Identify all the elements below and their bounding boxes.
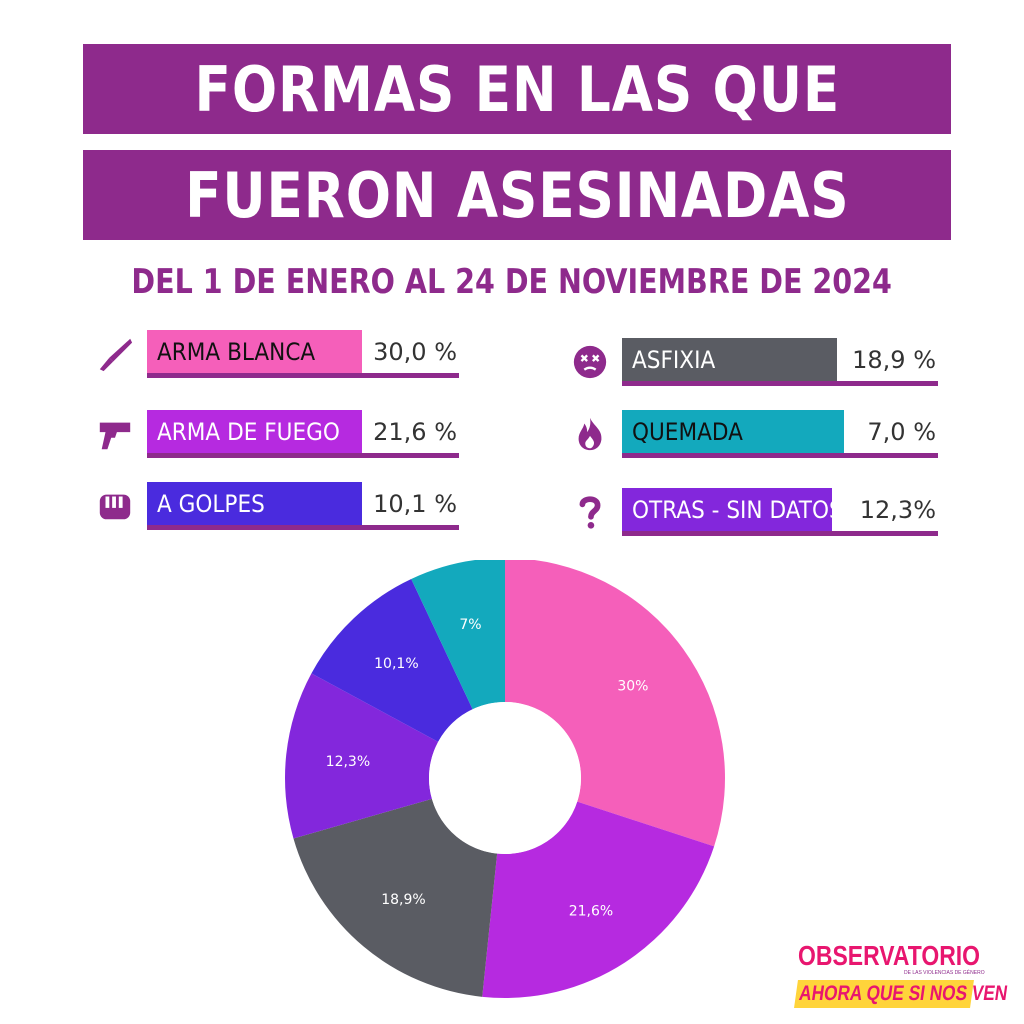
title-line-2: FUERON ASESINADAS — [83, 150, 951, 240]
donut-label-6: 7% — [459, 617, 481, 633]
logo-line-2: AHORA QUE SI NOS VEN — [794, 980, 1009, 1008]
legend-value: 21,6 % — [373, 418, 457, 446]
legend-value: 12,3% — [859, 496, 936, 524]
donut-hole — [429, 702, 581, 854]
donut-slice-2 — [482, 801, 715, 998]
observatorio-logo: OBSERVATORIO DE LAS VIOLENCIAS DE GÉNERO… — [794, 940, 1009, 1010]
donut-label-2: 21,6% — [569, 904, 613, 920]
legend-row-arma-blanca: ARMA BLANCA 30,0 % — [95, 330, 463, 380]
donut-slice-4 — [285, 673, 439, 839]
dizzy-face-icon — [570, 342, 610, 382]
subtitle: DEL 1 DE ENERO AL 24 DE NOVIEMBRE DE 202… — [131, 262, 893, 302]
donut-slice-3 — [293, 798, 498, 997]
legend-label-box: ARMA DE FUEGO — [147, 410, 362, 454]
question-mark-icon — [570, 492, 610, 532]
legend-label-box: QUEMADA — [622, 410, 844, 454]
legend-row-arma-de-fuego: ARMA DE FUEGO 21,6 % — [95, 410, 463, 460]
logo-small-text: DE LAS VIOLENCIAS DE GÉNERO — [904, 970, 985, 976]
legend-label-box: OTRAS - SIN DATOS — [622, 488, 843, 532]
gun-icon — [95, 414, 135, 454]
legend-row-otras-sin-datos: OTRAS - SIN DATOS 12,3% — [570, 488, 940, 538]
legend-underline — [622, 381, 938, 386]
donut-label-1: 30% — [617, 678, 648, 694]
legend-value: 10,1 % — [373, 490, 457, 518]
legend-value: 7,0 % — [867, 418, 936, 446]
legend-underline — [622, 453, 938, 458]
legend-row-quemada: QUEMADA 7,0 % — [570, 410, 940, 460]
donut-label-3: 18,9% — [381, 892, 425, 908]
donut-chart: 30% 21,6% 18,9% 12,3% 10,1% 7% — [285, 560, 725, 998]
title-line-1: FORMAS EN LAS QUE — [83, 44, 951, 134]
donut-label-4: 12,3% — [326, 754, 370, 770]
donut-slice-5 — [311, 578, 473, 742]
donut-label-5: 10,1% — [374, 656, 418, 672]
donut-slice-1 — [505, 560, 725, 847]
knife-icon — [95, 334, 135, 374]
legend-underline — [622, 531, 938, 536]
fire-icon — [570, 414, 610, 454]
legend-underline — [147, 373, 459, 378]
legend-value: 30,0 % — [373, 338, 457, 366]
legend-label-box: A GOLPES — [147, 482, 362, 526]
legend-row-a-golpes: A GOLPES 10,1 % — [95, 482, 463, 532]
legend-underline — [147, 453, 459, 458]
legend-label-box: ARMA BLANCA — [147, 330, 362, 374]
logo-line-1: OBSERVATORIO — [798, 940, 981, 971]
donut-slice-6 — [411, 560, 505, 710]
legend-value: 18,9 % — [852, 346, 936, 374]
legend-row-asfixia: ASFIXIA 18,9 % — [570, 338, 940, 388]
fist-icon — [95, 486, 135, 526]
legend-label-box: ASFIXIA — [622, 338, 837, 382]
legend-underline — [147, 525, 459, 530]
